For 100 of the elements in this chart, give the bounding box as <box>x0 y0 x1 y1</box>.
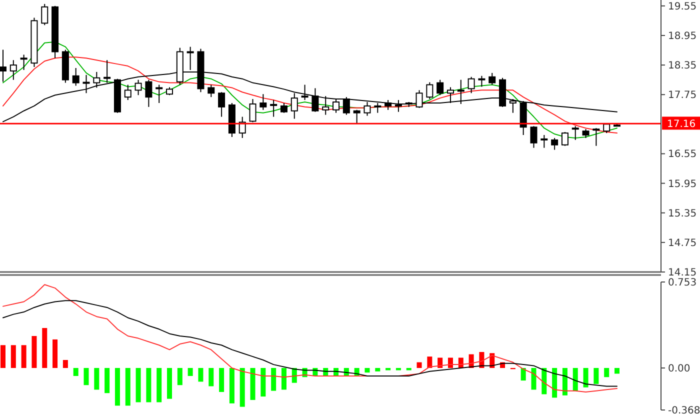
candlestick <box>280 102 288 114</box>
candlestick <box>446 86 454 104</box>
candlestick <box>208 84 215 98</box>
candlestick <box>332 98 340 114</box>
bar <box>94 368 100 390</box>
bar <box>542 368 547 394</box>
bar <box>62 360 68 368</box>
bar <box>572 368 578 391</box>
bar <box>125 368 130 406</box>
candlestick <box>342 96 350 116</box>
bar <box>208 368 214 386</box>
bar <box>386 368 391 370</box>
candlestick <box>592 128 600 146</box>
y-tick-label: -0.368 <box>668 406 700 416</box>
candlestick <box>41 3 48 26</box>
line-series <box>2 300 618 387</box>
candlestick <box>374 102 382 114</box>
bar <box>594 368 599 384</box>
bar <box>562 368 568 396</box>
bar <box>438 358 443 368</box>
bar <box>146 368 152 402</box>
candlestick <box>322 96 330 116</box>
y-tick-label: 17.75 <box>668 90 697 102</box>
bar <box>114 368 120 406</box>
bar <box>583 368 588 388</box>
candlestick <box>156 84 163 104</box>
bar <box>250 368 256 400</box>
candlestick <box>72 68 80 86</box>
bar <box>240 368 245 407</box>
bar <box>364 368 370 373</box>
bar <box>229 368 234 404</box>
bar <box>531 368 536 390</box>
line-series <box>2 56 618 134</box>
bar <box>375 368 380 372</box>
y-tick-label: 0.753 <box>668 278 697 288</box>
bar <box>73 368 78 376</box>
y-tick-label: 15.35 <box>668 208 697 220</box>
bar <box>604 368 610 378</box>
bar <box>84 368 89 386</box>
candlestick <box>145 79 152 108</box>
candlestick <box>488 72 496 86</box>
candlestick <box>561 132 568 146</box>
bar <box>104 368 110 394</box>
candlestick <box>364 102 371 116</box>
candlestick <box>124 84 132 101</box>
candlestick <box>249 98 256 123</box>
bar <box>281 368 286 390</box>
candlestick <box>20 54 28 70</box>
candlestick <box>572 126 579 140</box>
candlestick <box>290 92 298 120</box>
candlestick <box>0 49 6 82</box>
bar <box>406 368 412 370</box>
bar <box>219 368 224 392</box>
y-tick-label: 16.55 <box>668 149 697 160</box>
candlestick <box>540 134 548 148</box>
candlestick <box>394 100 402 112</box>
candlestick <box>260 94 267 110</box>
candlestick <box>353 109 360 124</box>
y-tick-label: 14.75 <box>668 238 697 249</box>
bar <box>167 368 172 399</box>
bar <box>10 345 16 368</box>
bar <box>136 368 141 402</box>
candlestick <box>134 79 142 96</box>
y-tick-label: 15.95 <box>668 178 697 190</box>
bar <box>552 368 558 398</box>
candlestick <box>416 90 423 108</box>
candlestick <box>10 60 17 80</box>
bar <box>427 356 432 368</box>
bar <box>188 368 193 376</box>
candlestick <box>468 76 475 94</box>
bar <box>32 336 37 368</box>
bar <box>416 362 422 368</box>
candlestick <box>384 100 392 110</box>
candlestick <box>509 98 516 114</box>
candlestick <box>82 74 90 94</box>
line-series <box>2 284 618 392</box>
candlestick <box>551 137 558 150</box>
bar <box>156 368 162 402</box>
candlestick <box>270 100 278 118</box>
ref-line-label: 17.16 <box>667 119 696 130</box>
bar <box>614 368 620 374</box>
bar <box>52 339 58 368</box>
candlestick <box>457 79 464 104</box>
bar <box>0 345 6 368</box>
y-tick-label: 18.95 <box>668 30 697 42</box>
candlestick <box>530 126 538 148</box>
y-tick-label: 19.55 <box>668 1 697 12</box>
y-tick-label: 18.35 <box>668 60 697 72</box>
y-tick-label: 0.00 <box>668 363 690 374</box>
bar <box>42 328 48 368</box>
y-tick-label: 14.15 <box>668 268 697 278</box>
bar <box>21 345 26 368</box>
bar <box>271 368 276 391</box>
bar <box>520 368 526 381</box>
candlestick <box>312 88 319 112</box>
candlestick <box>478 75 486 88</box>
bar <box>448 358 453 368</box>
candlestick <box>301 84 308 101</box>
bar <box>396 368 401 370</box>
candlestick <box>436 79 444 96</box>
